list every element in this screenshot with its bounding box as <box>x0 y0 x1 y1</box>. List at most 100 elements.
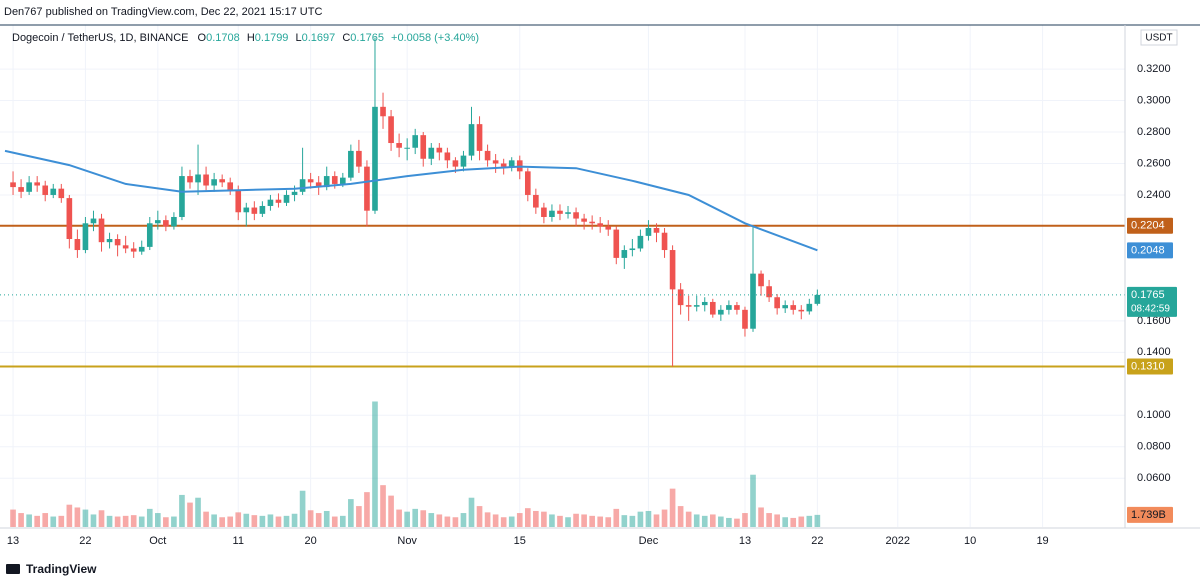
volume-bar <box>106 515 113 527</box>
candle-body <box>283 194 290 203</box>
volume-bar <box>508 516 515 527</box>
volume-bar <box>307 510 314 527</box>
ohlc-label: H <box>247 32 255 44</box>
candle-body <box>10 182 16 188</box>
candle-body <box>701 301 708 306</box>
legend: Dogecoin / TetherUS, 1D, BINANCE O0.1708… <box>12 32 479 44</box>
candle-body <box>380 106 386 117</box>
volume-bar <box>146 508 153 527</box>
candle-body <box>26 182 32 192</box>
volume-tag <box>1127 506 1173 523</box>
candle-body <box>645 228 652 236</box>
volume-bar <box>677 506 684 527</box>
candle-body <box>203 174 209 186</box>
volume-bar <box>315 513 322 527</box>
candle-body <box>669 250 676 290</box>
candle-body <box>742 309 748 329</box>
volume-bar <box>114 516 121 527</box>
candle-body <box>734 305 740 310</box>
volume-bar <box>380 485 386 527</box>
x-tick-label: 10 <box>964 535 976 547</box>
volume-bar <box>597 516 604 527</box>
ma-tag-label: 0.2048 <box>1131 244 1165 256</box>
volume-bar <box>388 495 394 527</box>
volume-bar <box>661 509 668 527</box>
candle-body <box>372 106 378 211</box>
volume-bar <box>420 510 427 527</box>
candle-body <box>508 160 515 167</box>
candle-body <box>790 305 797 310</box>
candle-body <box>404 147 410 149</box>
volume-bar <box>155 513 161 527</box>
level-tag <box>1127 358 1173 375</box>
volume-bar <box>766 513 772 527</box>
candle-body <box>155 220 161 224</box>
volume-bar <box>171 516 177 527</box>
candle-body <box>211 179 217 186</box>
volume-bar <box>637 511 644 527</box>
volume-bar <box>372 401 378 527</box>
y-tick-label: 0.0600 <box>1137 472 1171 484</box>
candle-body <box>766 286 772 298</box>
volume-bar <box>331 516 338 527</box>
candle-body <box>412 135 419 148</box>
volume-bar <box>557 515 563 527</box>
volume-bar <box>34 515 40 527</box>
candle-body <box>637 235 644 249</box>
candle-body <box>758 273 764 287</box>
volume-bar <box>42 513 49 527</box>
volume-bar <box>693 514 700 527</box>
candle-body <box>138 246 145 252</box>
grid <box>0 25 1125 527</box>
volume-bar <box>516 513 523 527</box>
candle-body <box>388 116 394 144</box>
volume-bar <box>243 513 250 527</box>
volume-bar <box>195 497 201 527</box>
volume-bar <box>468 497 475 527</box>
volume-bar <box>396 509 402 527</box>
candle-body <box>315 182 322 188</box>
candle-body <box>814 294 821 304</box>
volume-bar <box>701 515 708 527</box>
publisher: Den767 published on TradingView.com, Dec… <box>4 6 322 18</box>
volume-bar <box>621 515 628 527</box>
x-tick-label: 2022 <box>886 535 910 547</box>
volume-bar <box>26 514 32 527</box>
y-tick-label: 0.3200 <box>1137 63 1171 75</box>
volume-bar <box>581 514 587 527</box>
candle-body <box>709 301 716 315</box>
volume-bar <box>138 516 145 527</box>
candle-body <box>597 223 604 227</box>
y-tick-label: 0.0800 <box>1137 441 1171 453</box>
volume-bar <box>211 514 217 527</box>
volume-bar <box>524 508 531 527</box>
volume-bar <box>653 514 660 527</box>
volume-bar <box>10 509 16 527</box>
candle-body <box>299 179 306 192</box>
volume-bar <box>275 516 282 527</box>
ohlc-label: C <box>342 32 350 44</box>
logo-icon <box>6 564 20 574</box>
candle-body <box>66 198 73 240</box>
candle-body <box>782 305 789 309</box>
candle-body <box>90 218 97 224</box>
volume-bar <box>50 516 57 527</box>
volume-bar <box>74 507 81 527</box>
x-tick-label: 13 <box>7 535 19 547</box>
volume-bar <box>66 504 73 527</box>
y-tick-label: 0.3000 <box>1137 94 1171 106</box>
footer: TradingView <box>26 562 97 576</box>
candle-body <box>492 160 499 164</box>
candle-body <box>685 305 692 307</box>
candle-body <box>50 188 57 195</box>
volume-bar <box>613 508 620 527</box>
candle-body <box>436 147 443 153</box>
candle-body <box>267 199 274 206</box>
volume-bar <box>203 511 209 527</box>
volume-bar <box>758 507 764 527</box>
candle-body <box>653 228 660 233</box>
y-tick-label: 0.2600 <box>1137 157 1171 169</box>
candle-body <box>34 182 40 186</box>
price-tag-label: 0.1765 <box>1131 289 1165 301</box>
volume-bar <box>299 490 306 527</box>
